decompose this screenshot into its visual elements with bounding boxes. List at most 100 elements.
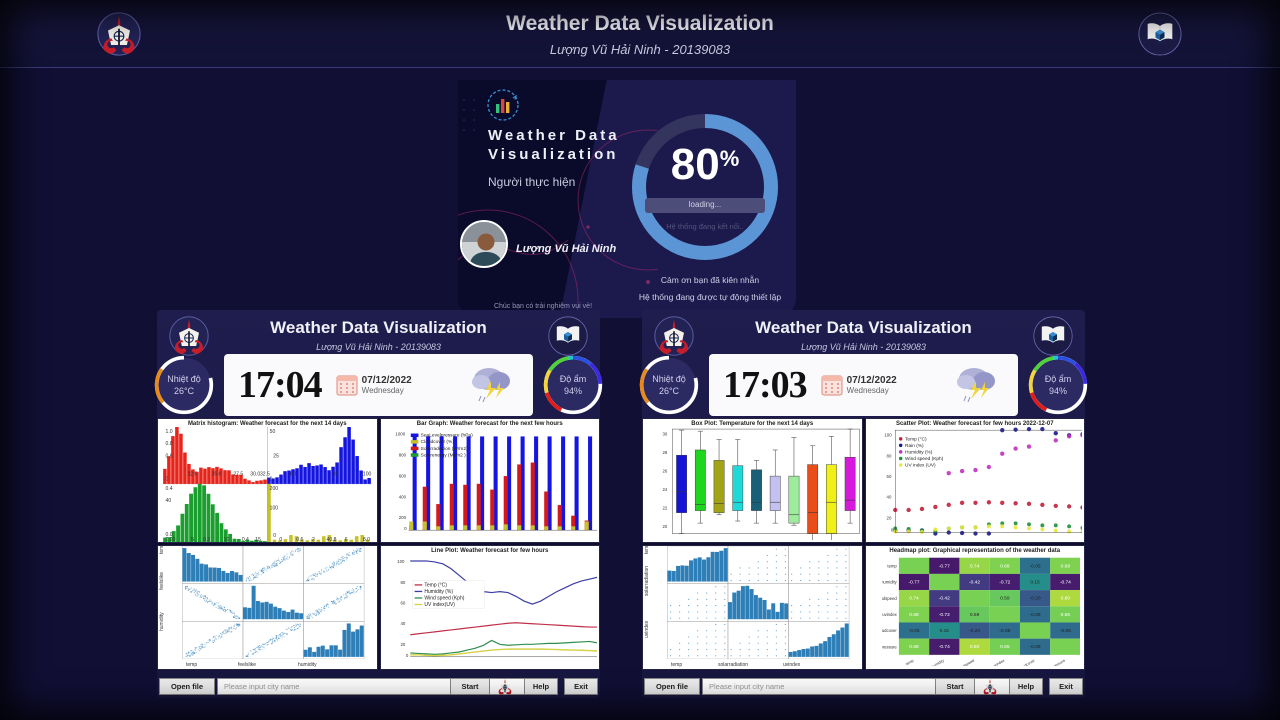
svg-text:100: 100 xyxy=(363,471,372,477)
svg-text:200: 200 xyxy=(270,486,279,492)
svg-text:60: 60 xyxy=(400,601,405,606)
svg-text:0.4: 0.4 xyxy=(242,537,249,542)
svg-text:Rain (%): Rain (%) xyxy=(905,443,924,449)
svg-text:80: 80 xyxy=(400,580,405,585)
svg-text:0: 0 xyxy=(404,526,407,531)
svg-text:40: 40 xyxy=(166,498,172,504)
svg-text:27.5: 27.5 xyxy=(233,471,243,477)
svg-text:0.65: 0.65 xyxy=(1000,644,1010,650)
svg-text:800: 800 xyxy=(398,453,406,458)
svg-text:-0.05: -0.05 xyxy=(1029,563,1040,569)
svg-text:-0.42: -0.42 xyxy=(938,596,949,602)
svg-text:1.0: 1.0 xyxy=(166,429,173,435)
svg-text:200: 200 xyxy=(398,515,406,520)
svg-text:20: 20 xyxy=(662,524,667,529)
svg-text:2: 2 xyxy=(312,537,315,542)
svg-text:-0.08: -0.08 xyxy=(999,628,1010,634)
svg-text:0.80: 0.80 xyxy=(1060,596,1070,602)
svg-text:0.68: 0.68 xyxy=(1060,563,1070,569)
svg-text:1000: 1000 xyxy=(395,432,405,437)
svg-text:-0.08: -0.08 xyxy=(1029,644,1040,650)
svg-text:30.0: 30.0 xyxy=(250,471,260,477)
svg-text:Temp (°C): Temp (°C) xyxy=(905,436,927,442)
svg-text:0.74: 0.74 xyxy=(969,563,979,569)
svg-text:6: 6 xyxy=(345,537,348,542)
svg-text:0.2: 0.2 xyxy=(203,537,210,542)
svg-text:sealevelpressure: sealevelpressure xyxy=(1039,659,1066,666)
svg-text:0.68: 0.68 xyxy=(909,644,919,650)
svg-text:0.4: 0.4 xyxy=(166,486,173,492)
svg-text:sealevelpressure: sealevelpressure xyxy=(882,644,897,649)
svg-text:humidity: humidity xyxy=(930,659,944,666)
svg-text:0: 0 xyxy=(166,476,169,482)
svg-text:28: 28 xyxy=(662,450,667,455)
svg-text:UV index (UV): UV index (UV) xyxy=(905,463,936,469)
svg-text:windspeed: windspeed xyxy=(957,659,975,666)
svg-text:uvindex: uvindex xyxy=(882,612,897,617)
svg-text:60: 60 xyxy=(290,471,296,477)
svg-text:0.68: 0.68 xyxy=(909,612,919,618)
svg-text:-0.74: -0.74 xyxy=(1059,579,1070,585)
svg-text:cloudcover: cloudcover xyxy=(1017,658,1036,666)
svg-text:Solarenergy (Mj/m2 ): Solarenergy (Mj/m2 ) xyxy=(420,452,465,458)
svg-text:26: 26 xyxy=(662,469,667,474)
svg-text:22.5: 22.5 xyxy=(187,471,197,477)
svg-text:80: 80 xyxy=(886,453,891,458)
svg-text:22: 22 xyxy=(662,506,667,511)
svg-text:25: 25 xyxy=(273,453,279,459)
svg-text:0.15: 0.15 xyxy=(939,628,949,634)
svg-text:0.65: 0.65 xyxy=(1060,612,1070,618)
svg-text:0.6: 0.6 xyxy=(166,453,173,459)
svg-text:0.80: 0.80 xyxy=(969,644,979,650)
svg-text:SeaLevelpressure (hPa): SeaLevelpressure (hPa) xyxy=(420,433,472,439)
svg-text:20: 20 xyxy=(400,642,405,647)
svg-text:UV index(UV): UV index(UV) xyxy=(424,602,455,608)
svg-text:Wind speed (Kph): Wind speed (Kph) xyxy=(424,596,464,602)
svg-text:Humidity (%): Humidity (%) xyxy=(424,589,453,595)
svg-text:0.59: 0.59 xyxy=(969,612,979,618)
svg-text:-0.74: -0.74 xyxy=(938,644,949,650)
svg-text:0.6: 0.6 xyxy=(296,537,303,542)
svg-text:20: 20 xyxy=(886,515,891,520)
svg-text:8.0: 8.0 xyxy=(363,537,370,542)
svg-text:0: 0 xyxy=(405,653,408,658)
svg-text:40.8: 40.8 xyxy=(327,537,337,542)
svg-text:80: 80 xyxy=(333,471,339,477)
svg-text:0.8: 0.8 xyxy=(166,441,173,447)
svg-text:-0.77: -0.77 xyxy=(908,579,919,585)
svg-text:Index: Index xyxy=(391,473,392,485)
svg-text:100: 100 xyxy=(270,505,279,511)
svg-text:0: 0 xyxy=(279,537,282,542)
svg-text:-0.72: -0.72 xyxy=(938,612,949,618)
svg-text:Solarradiation (W/m2): Solarradiation (W/m2) xyxy=(420,446,467,452)
svg-text:temp: temp xyxy=(905,659,914,666)
svg-text:temp: temp xyxy=(887,563,897,568)
svg-text:25.0: 25.0 xyxy=(212,471,222,477)
svg-text:10: 10 xyxy=(224,537,230,542)
svg-text:600: 600 xyxy=(398,473,406,478)
svg-text:100: 100 xyxy=(884,433,892,438)
svg-text:Wind speed (Kph): Wind speed (Kph) xyxy=(905,456,944,462)
svg-text:-0.42: -0.42 xyxy=(969,579,980,585)
svg-text:0: 0 xyxy=(273,533,276,539)
svg-text:humidity: humidity xyxy=(882,580,898,585)
svg-text:40: 40 xyxy=(886,495,891,500)
svg-text:0.00: 0.00 xyxy=(166,537,176,542)
svg-text:0.15: 0.15 xyxy=(1030,579,1040,585)
svg-text:-0.20: -0.20 xyxy=(1029,596,1040,602)
svg-text:60: 60 xyxy=(886,474,891,479)
svg-text:-0.08: -0.08 xyxy=(1059,628,1070,634)
svg-text:30: 30 xyxy=(662,432,667,437)
svg-text:UTE: UTE xyxy=(1156,40,1164,45)
svg-text:400: 400 xyxy=(398,494,406,499)
svg-text:40: 40 xyxy=(400,621,405,626)
svg-text:50: 50 xyxy=(270,429,276,435)
svg-text:Temp (°C): Temp (°C) xyxy=(424,583,447,589)
svg-text:100: 100 xyxy=(397,559,405,564)
svg-text:cloudcover: cloudcover xyxy=(882,628,897,633)
svg-text:windspeed: windspeed xyxy=(882,596,897,601)
svg-text:24: 24 xyxy=(662,487,667,492)
svg-text:5: 5 xyxy=(191,537,194,542)
svg-text:-0.77: -0.77 xyxy=(938,563,949,569)
svg-text:-0.72: -0.72 xyxy=(999,579,1010,585)
